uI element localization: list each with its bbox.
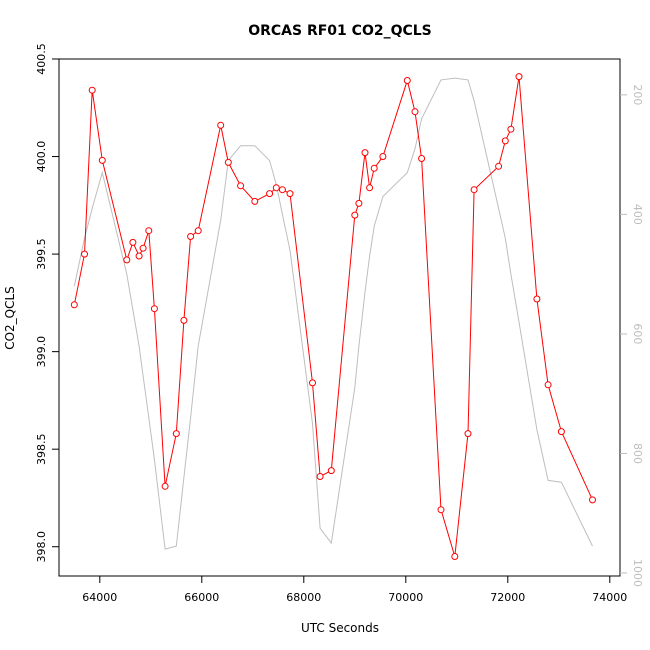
co2-point [370, 164, 378, 172]
y-tick-label: 399.5 [35, 238, 48, 270]
pressure-series [73, 77, 593, 550]
co2-point [172, 430, 180, 438]
co2-point [145, 227, 153, 235]
co2-point [544, 381, 552, 389]
co2-point [286, 190, 294, 198]
x-axis: 64000 66000 68000 70000 72000 74000 [82, 576, 627, 604]
x-tick-label: 72000 [490, 591, 525, 604]
y-tick-label: 398.5 [35, 433, 48, 465]
co2-point [180, 316, 188, 324]
y-tick-label: 400.0 [35, 141, 48, 173]
co2-point [418, 155, 426, 162]
co2-point [224, 158, 232, 166]
co2-point [251, 197, 259, 205]
co2-point [139, 244, 147, 252]
co2-point [70, 301, 78, 309]
co2-point [194, 227, 202, 235]
co2-point [379, 153, 387, 160]
co2-point [495, 162, 503, 170]
co2-point [327, 467, 335, 475]
co2-point [403, 77, 411, 84]
co2-point [272, 184, 280, 192]
co2-point [278, 186, 286, 194]
y-tick-label: 399.0 [35, 336, 48, 368]
co2-point [217, 121, 225, 129]
y2-tick-label: 600 [631, 323, 644, 344]
co2-point [351, 211, 359, 219]
co2-series [70, 73, 596, 560]
x-tick-label: 70000 [388, 591, 423, 604]
co2-point [533, 295, 541, 303]
co2-point [437, 506, 445, 514]
co2-point [361, 149, 369, 157]
co2-point [451, 553, 459, 560]
co2-point [470, 186, 478, 194]
co2-point [266, 190, 274, 198]
co2-point [98, 156, 106, 164]
co2-point [355, 199, 363, 207]
co2-point [366, 184, 374, 192]
y2-tick-label: 1000 [631, 559, 644, 587]
co2-point [316, 473, 324, 480]
co2-point [515, 73, 523, 81]
co2-point [501, 137, 509, 145]
co2-point [187, 233, 195, 240]
co2-point [135, 252, 143, 260]
pressure-line [73, 77, 593, 550]
co2-point [411, 108, 419, 116]
co2-point [161, 482, 169, 490]
co2-point [88, 86, 96, 94]
x-tick-label: 64000 [82, 591, 117, 604]
co2-point [81, 250, 88, 258]
co2-point [507, 125, 515, 133]
chart-title: ORCAS RF01 CO2_QCLS [248, 23, 432, 39]
co2-point [309, 379, 316, 387]
y2-tick-label: 400 [631, 204, 644, 225]
plot-frame [58, 58, 621, 577]
co2-point [557, 428, 565, 436]
y-axis-label: CO2_QCLS [3, 286, 17, 350]
y-tick-label: 398.0 [35, 531, 48, 563]
y2-tick-label: 800 [631, 443, 644, 464]
co2-point [589, 496, 596, 504]
x-tick-label: 68000 [286, 591, 321, 604]
co2-point [464, 430, 472, 438]
y2-axis: 200 400 600 800 1000 [620, 84, 644, 587]
co2-point [129, 238, 137, 246]
y-axis: 398.0 398.5 399.0 399.5 400.0 400.5 [35, 43, 59, 562]
y2-tick-label: 200 [631, 84, 644, 105]
co2-point [237, 182, 245, 190]
x-tick-label: 74000 [592, 591, 627, 604]
y-tick-label: 400.5 [35, 43, 48, 75]
co2-line [73, 76, 593, 557]
x-axis-label: UTC Seconds [301, 621, 379, 635]
co2-point [150, 305, 158, 313]
co2-point [123, 256, 131, 264]
x-tick-label: 66000 [184, 591, 219, 604]
